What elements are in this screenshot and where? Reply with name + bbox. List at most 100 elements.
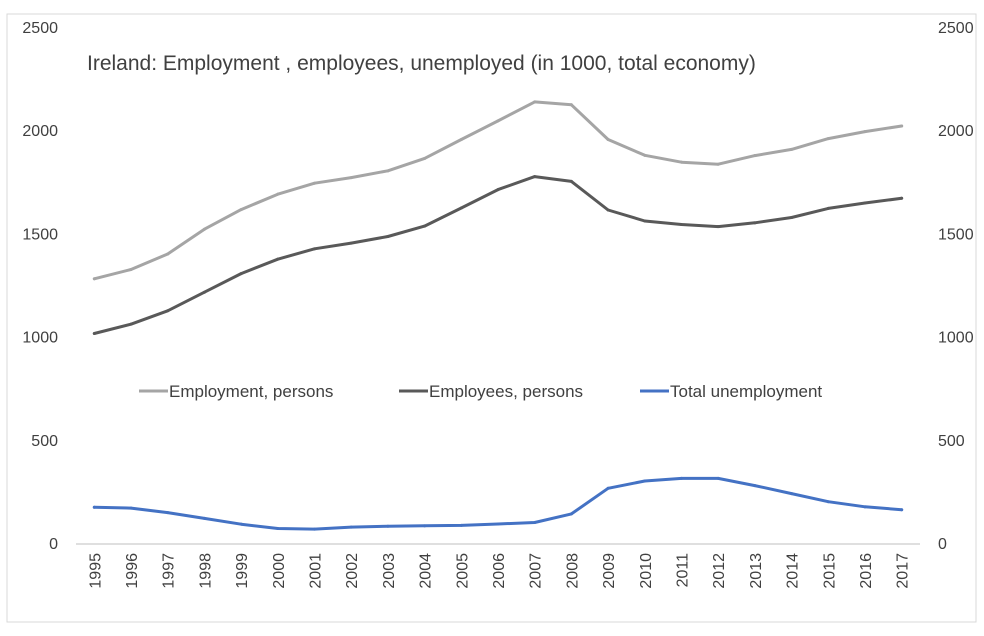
data-point bbox=[569, 103, 573, 107]
chart-title: Ireland: Employment , employees, unemplo… bbox=[87, 52, 756, 75]
data-point bbox=[790, 492, 794, 496]
chart-frame bbox=[6, 13, 977, 623]
right-y-tick-label: 2000 bbox=[938, 123, 974, 140]
x-tick-label: 2000 bbox=[271, 553, 288, 589]
data-point bbox=[679, 160, 683, 164]
data-point bbox=[92, 277, 96, 281]
left-y-tick-label: 500 bbox=[31, 433, 58, 450]
data-point bbox=[276, 257, 280, 261]
x-tick-label: 2014 bbox=[785, 553, 802, 589]
data-point bbox=[129, 267, 133, 271]
data-point bbox=[239, 272, 243, 276]
right-y-tick-label: 1000 bbox=[938, 330, 974, 347]
left-y-axis: 0 500 1000 1500 2000 2500 bbox=[22, 20, 58, 553]
data-point bbox=[459, 137, 463, 141]
x-tick-label: 2013 bbox=[748, 553, 765, 589]
x-tick-label: 2002 bbox=[344, 553, 361, 589]
data-point bbox=[92, 331, 96, 335]
x-tick-label: 2004 bbox=[418, 553, 435, 589]
data-point bbox=[313, 181, 317, 185]
x-tick-label: 2011 bbox=[674, 553, 691, 588]
x-tick-label: 1995 bbox=[87, 553, 104, 589]
right-y-tick-label: 1500 bbox=[938, 226, 974, 243]
data-point bbox=[202, 227, 206, 231]
data-point bbox=[202, 516, 206, 520]
data-point bbox=[606, 137, 610, 141]
data-point bbox=[753, 154, 757, 158]
data-point bbox=[202, 290, 206, 294]
data-point bbox=[496, 188, 500, 192]
data-point bbox=[900, 508, 904, 512]
left-y-tick-label: 2000 bbox=[22, 123, 58, 140]
data-point bbox=[790, 147, 794, 151]
x-tick-label: 2009 bbox=[601, 553, 618, 589]
data-point bbox=[716, 162, 720, 166]
data-point bbox=[496, 522, 500, 526]
data-point bbox=[826, 206, 830, 210]
right-y-tick-label: 500 bbox=[938, 433, 965, 450]
data-point bbox=[129, 506, 133, 510]
data-point bbox=[643, 153, 647, 157]
data-point bbox=[679, 222, 683, 226]
data-point bbox=[863, 130, 867, 134]
data-point bbox=[349, 176, 353, 180]
data-point bbox=[826, 500, 830, 504]
data-point bbox=[349, 525, 353, 529]
data-point bbox=[276, 527, 280, 531]
data-point bbox=[533, 100, 537, 104]
x-axis: 1995 1996 1997 1998 1999 2000 2001 2002 2003 2004… bbox=[87, 553, 911, 589]
data-point bbox=[129, 322, 133, 326]
data-point bbox=[753, 484, 757, 488]
data-point bbox=[863, 201, 867, 205]
x-tick-label: 2006 bbox=[491, 553, 508, 589]
data-point bbox=[166, 252, 170, 256]
data-point bbox=[166, 309, 170, 313]
data-point bbox=[386, 169, 390, 173]
data-point bbox=[569, 512, 573, 516]
x-tick-label: 2001 bbox=[308, 553, 325, 589]
legend: Employment, persons Employees, persons Tot… bbox=[139, 382, 822, 401]
right-y-tick-label: 2500 bbox=[938, 20, 974, 37]
data-point bbox=[313, 247, 317, 251]
left-y-tick-label: 1000 bbox=[22, 330, 58, 347]
x-tick-label: 1996 bbox=[124, 553, 141, 589]
data-point bbox=[496, 119, 500, 123]
data-point bbox=[679, 476, 683, 480]
x-tick-label: 2008 bbox=[564, 553, 581, 589]
x-tick-label: 2010 bbox=[638, 553, 655, 589]
right-y-tick-label: 0 bbox=[938, 536, 947, 553]
data-point bbox=[643, 479, 647, 483]
data-point bbox=[900, 124, 904, 128]
x-tick-label: 2017 bbox=[895, 553, 912, 589]
data-point bbox=[92, 505, 96, 509]
x-tick-label: 2015 bbox=[821, 553, 838, 589]
data-point bbox=[606, 486, 610, 490]
data-point bbox=[459, 523, 463, 527]
data-point bbox=[423, 224, 427, 228]
x-tick-label: 2012 bbox=[711, 553, 728, 589]
data-point bbox=[386, 234, 390, 238]
data-point bbox=[643, 219, 647, 223]
data-point bbox=[386, 524, 390, 528]
data-point bbox=[569, 179, 573, 183]
x-tick-label: 1999 bbox=[234, 553, 251, 589]
legend-label: Employment, persons bbox=[169, 382, 333, 401]
left-y-tick-label: 1500 bbox=[22, 226, 58, 243]
x-tick-label: 2016 bbox=[858, 553, 875, 589]
x-tick-label: 1998 bbox=[197, 553, 214, 589]
data-point bbox=[716, 225, 720, 229]
data-point bbox=[423, 156, 427, 160]
series-lines bbox=[92, 100, 904, 531]
data-point bbox=[900, 196, 904, 200]
data-point bbox=[606, 208, 610, 212]
x-tick-label: 1997 bbox=[161, 553, 178, 589]
data-point bbox=[533, 175, 537, 179]
data-point bbox=[826, 137, 830, 141]
x-tick-label: 2003 bbox=[381, 553, 398, 589]
right-y-axis: 0 500 1000 1500 2000 2500 bbox=[938, 20, 974, 553]
data-point bbox=[349, 241, 353, 245]
data-point bbox=[459, 206, 463, 210]
data-point bbox=[716, 476, 720, 480]
